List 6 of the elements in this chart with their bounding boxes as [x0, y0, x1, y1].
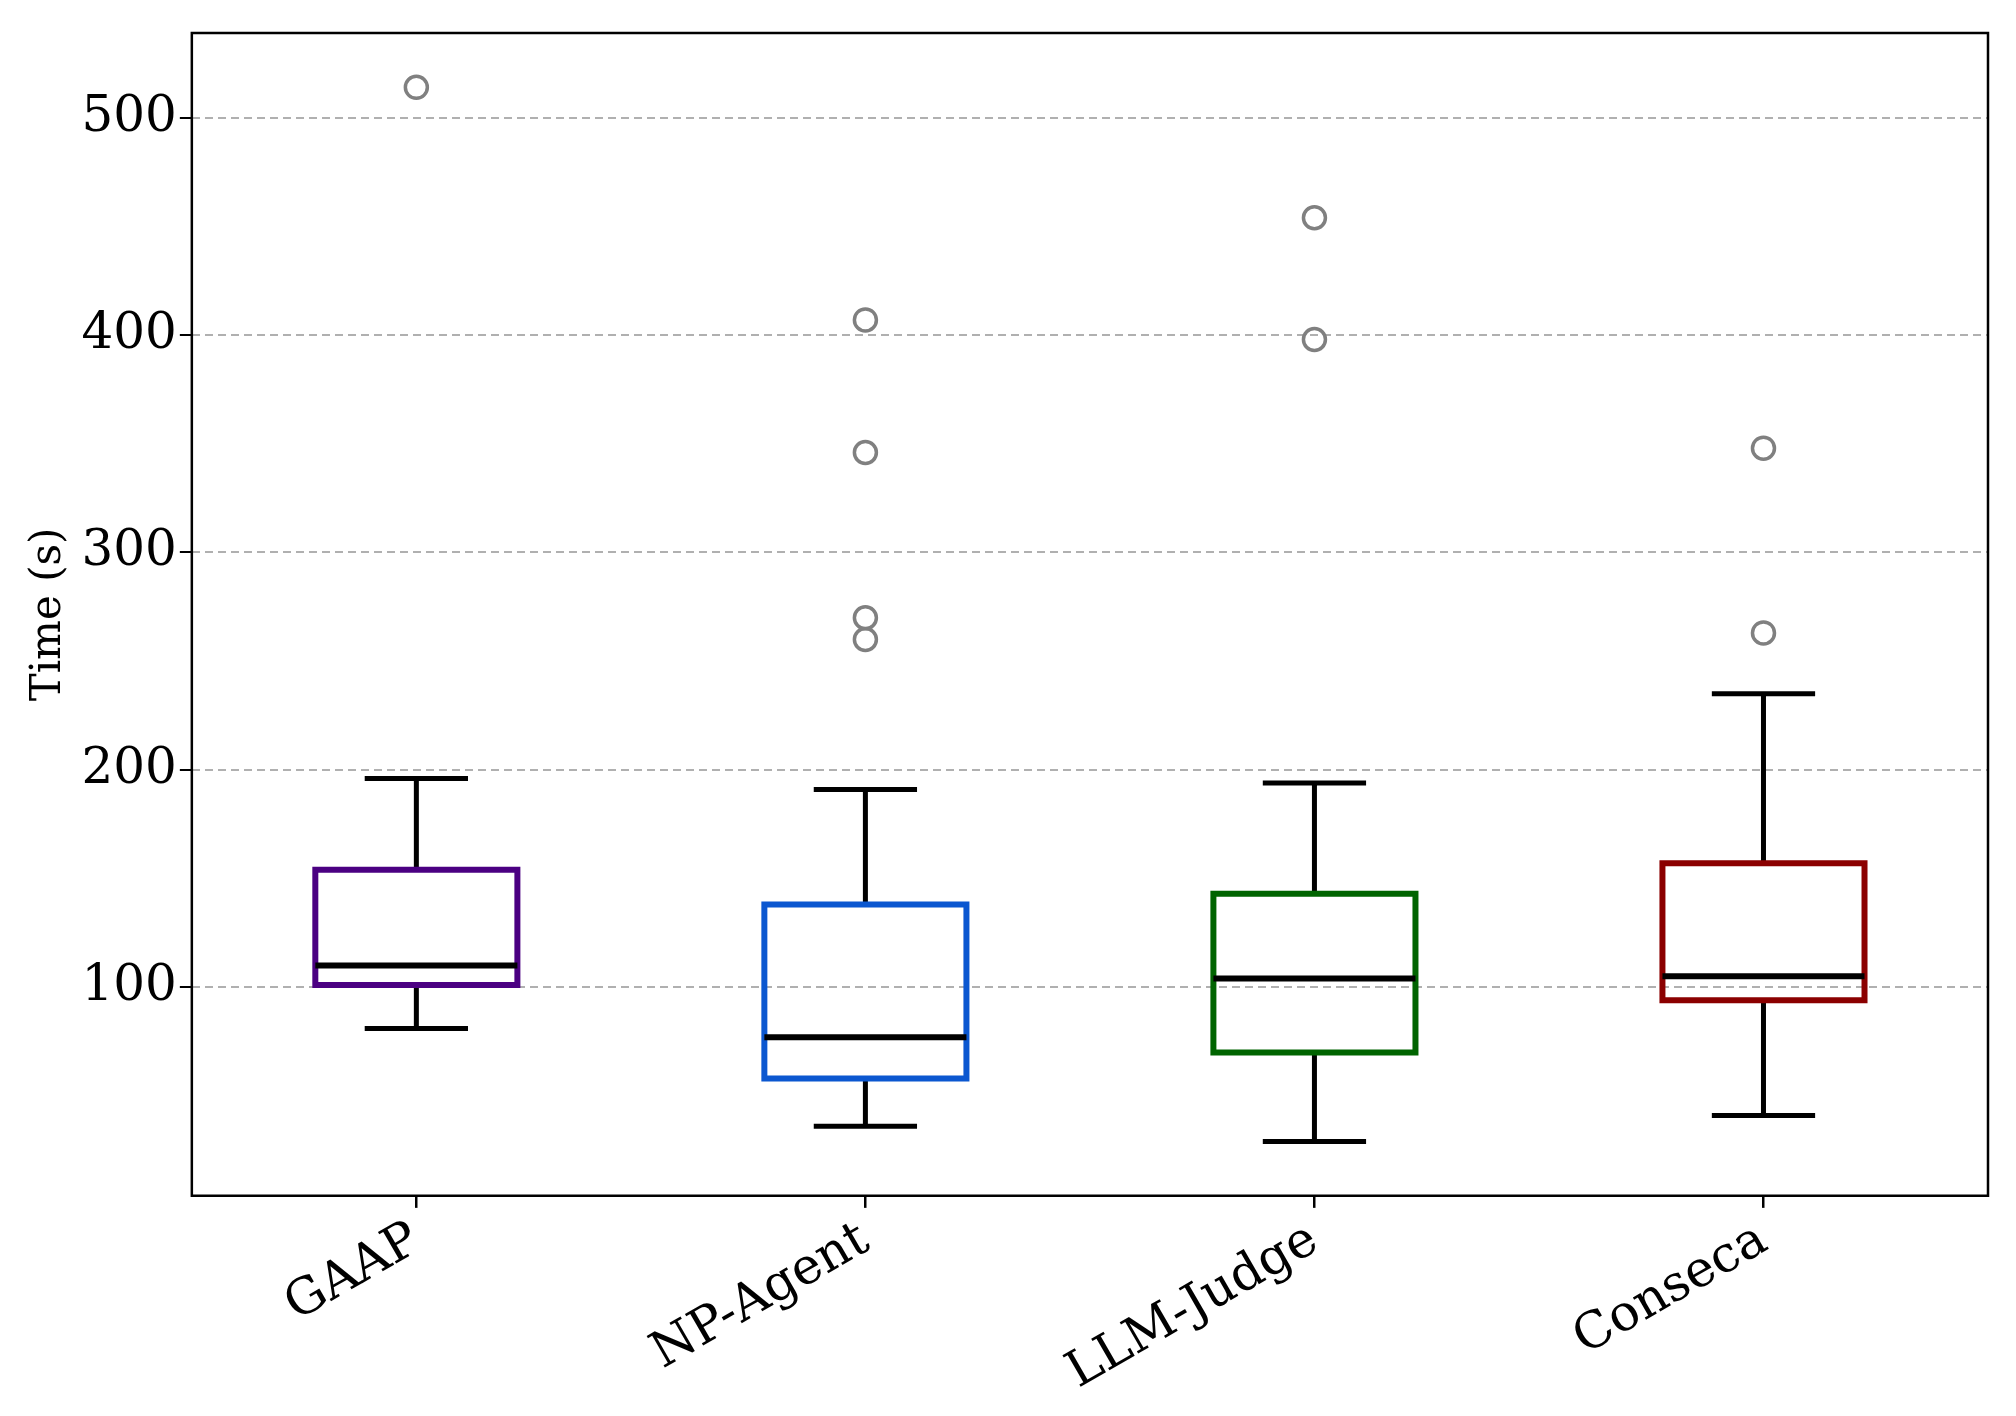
y-tick-label: 100: [81, 954, 177, 1013]
y-axis-title: Time (s): [21, 527, 71, 702]
y-tick-label: 200: [81, 736, 177, 795]
y-tick-label: 500: [81, 84, 177, 143]
y-tick-label: 300: [81, 519, 177, 578]
y-tick-label: 400: [81, 302, 177, 361]
